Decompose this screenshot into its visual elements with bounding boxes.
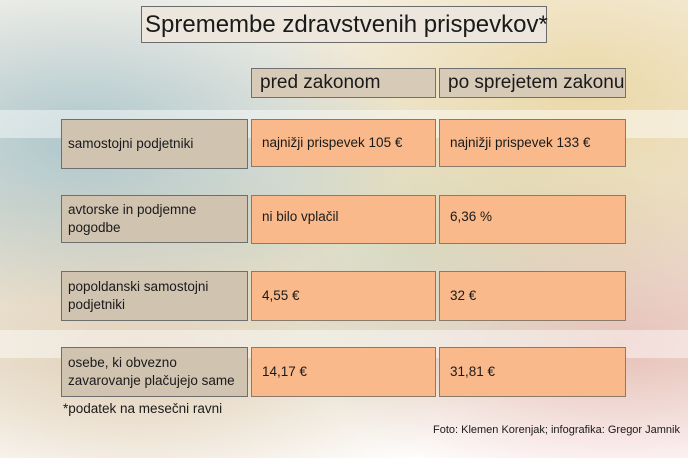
- cell-before: 4,55 €: [251, 271, 436, 321]
- column-header-after: po sprejetem zakonu: [439, 68, 626, 98]
- row-label-text: samostojni podjetniki: [68, 136, 194, 151]
- cell-before-text: 14,17 €: [262, 364, 308, 379]
- cell-after: 31,81 €: [439, 347, 626, 397]
- cell-before: 14,17 €: [251, 347, 436, 397]
- cell-before-text: 4,55 €: [262, 288, 300, 303]
- cell-before: ni bilo vplačil: [251, 195, 436, 244]
- cell-before-text: ni bilo vplačil: [262, 209, 339, 224]
- row-label: samostojni podjetniki: [61, 119, 248, 169]
- column-header-before: pred zakonom: [251, 68, 436, 98]
- cell-after-text: 31,81 €: [450, 364, 496, 379]
- footnote: *podatek na mesečni ravni: [63, 401, 223, 416]
- row-label: popoldanski samostojni podjetniki: [61, 271, 248, 321]
- cell-before: najnižji prispevek 105 €: [251, 119, 436, 167]
- cell-before-text: najnižji prispevek 105 €: [262, 135, 403, 150]
- cell-after-text: 6,36 %: [450, 209, 493, 224]
- row-label-text: osebe, ki obvezno zavarovanje plačujejo …: [68, 355, 235, 388]
- cell-after-text: 32 €: [450, 288, 477, 303]
- cell-after: 32 €: [439, 271, 626, 321]
- infographic-title: Spremembe zdravstvenih prispevkov*: [141, 6, 548, 43]
- cell-after-text: najnižji prispevek 133 €: [450, 135, 591, 150]
- row-label-text: popoldanski samostojni podjetniki: [68, 279, 209, 312]
- cell-after: najnižji prispevek 133 €: [439, 119, 626, 167]
- row-label: avtorske in podjemne pogodbe: [61, 195, 248, 243]
- photo-credit: Foto: Klemen Korenjak; infografika: Greg…: [432, 424, 680, 436]
- cell-after: 6,36 %: [439, 195, 626, 244]
- row-label-text: avtorske in podjemne pogodbe: [68, 202, 197, 235]
- row-label: osebe, ki obvezno zavarovanje plačujejo …: [61, 347, 248, 397]
